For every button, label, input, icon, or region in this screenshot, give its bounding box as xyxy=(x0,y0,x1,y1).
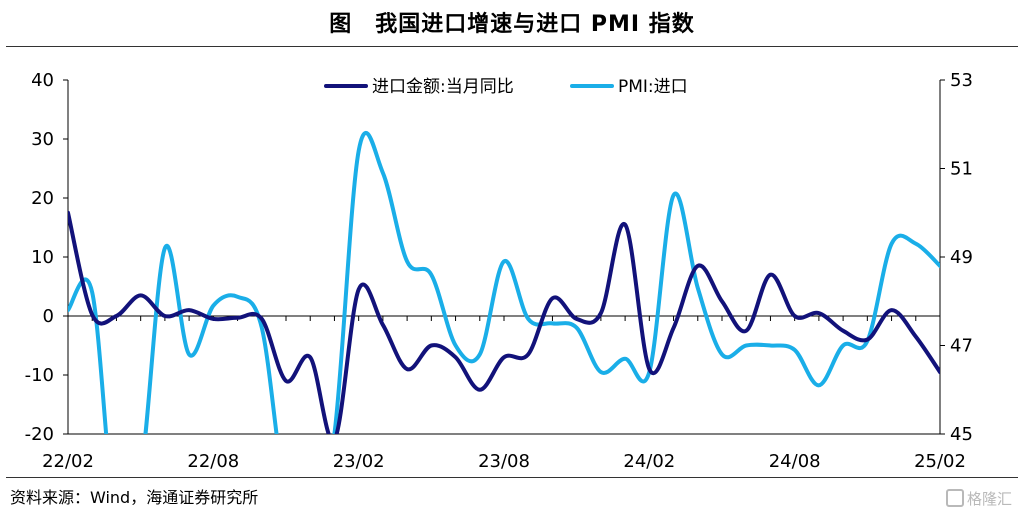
right-tick-label: 53 xyxy=(950,70,973,91)
left-tick-label: 0 xyxy=(43,306,54,327)
left-tick-label: 30 xyxy=(31,129,54,150)
x-tick-label: 22/02 xyxy=(42,451,94,472)
x-tick-label: 22/08 xyxy=(187,451,239,472)
chart-title: 图 我国进口增速与进口 PMI 指数 xyxy=(329,12,695,37)
left-tick-label: 10 xyxy=(31,247,54,268)
right-tick-label: 45 xyxy=(950,424,973,445)
axes: 40 30 20 10 0 -10 -20 53 51 49 47 45 22/02 22/08 23/02… xyxy=(25,70,973,472)
x-tick-label: 25/02 xyxy=(914,451,966,472)
left-tick-label: -10 xyxy=(25,365,54,386)
x-tick-label: 24/08 xyxy=(769,451,821,472)
legend: 进口金额:当月同比 PMI:进口 xyxy=(324,77,688,97)
left-tick-label: -20 xyxy=(25,424,54,445)
x-tick-label: 24/02 xyxy=(623,451,675,472)
x-tick-label: 23/02 xyxy=(333,451,385,472)
legend-label: 进口金额:当月同比 xyxy=(372,77,514,97)
right-tick-label: 49 xyxy=(950,247,973,268)
series-lines xyxy=(68,131,940,434)
right-tick-label: 47 xyxy=(950,336,973,357)
legend-label: PMI:进口 xyxy=(618,77,688,97)
left-tick-label: 40 xyxy=(31,70,54,91)
watermark-text: 格隆汇 xyxy=(966,490,1012,508)
x-tick-label: 23/08 xyxy=(478,451,530,472)
watermark-logo-icon xyxy=(945,489,964,507)
right-tick-label: 51 xyxy=(950,159,973,180)
chart: 40 30 20 10 0 -10 -20 53 51 49 47 45 22/02 22/08 23/02… xyxy=(25,70,973,472)
series-line-pmi-import xyxy=(68,131,940,434)
watermark: 格隆汇 xyxy=(945,488,1012,509)
title-divider xyxy=(6,46,1018,47)
source-divider xyxy=(6,477,1018,478)
left-tick-label: 20 xyxy=(31,188,54,209)
series-line-import-yoy xyxy=(68,210,940,434)
source-note: 资料来源：Wind，海通证券研究所 xyxy=(10,488,259,507)
